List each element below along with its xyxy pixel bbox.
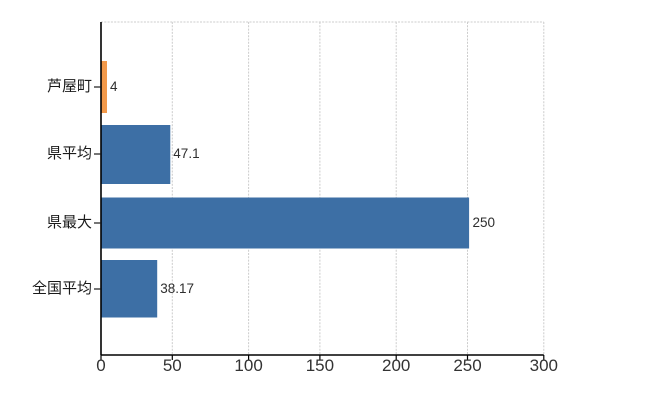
svg-text:芦屋町: 芦屋町 <box>47 78 92 95</box>
svg-text:200: 200 <box>382 356 410 375</box>
svg-text:県平均: 県平均 <box>47 145 92 162</box>
svg-text:38.17: 38.17 <box>160 281 194 296</box>
svg-text:250: 250 <box>453 356 481 375</box>
svg-text:47.1: 47.1 <box>173 146 199 161</box>
svg-text:250: 250 <box>473 215 496 230</box>
svg-text:全国平均: 全国平均 <box>32 279 92 297</box>
svg-text:0: 0 <box>96 356 105 375</box>
svg-text:50: 50 <box>163 356 182 375</box>
svg-text:100: 100 <box>234 356 262 375</box>
svg-text:150: 150 <box>306 356 334 375</box>
svg-text:300: 300 <box>530 356 558 375</box>
svg-text:4: 4 <box>110 79 118 94</box>
svg-text:県最大: 県最大 <box>47 214 92 231</box>
